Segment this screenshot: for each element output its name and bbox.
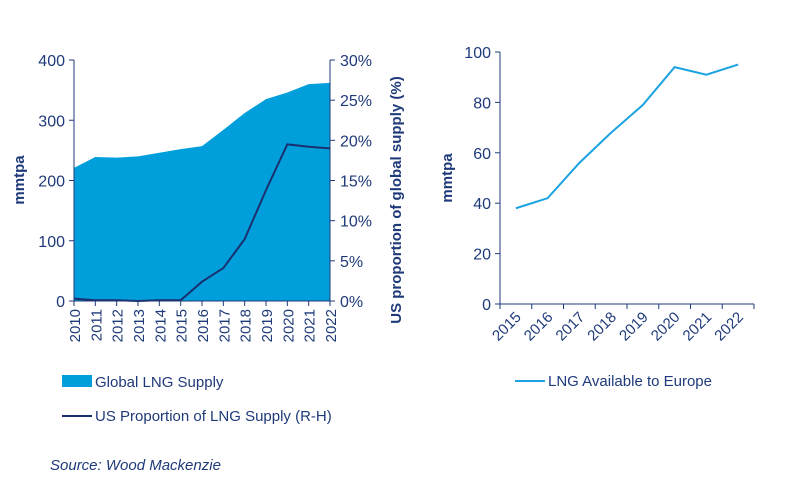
y-tick-label: 100 (464, 45, 491, 62)
left-y-tick-label: 300 (38, 113, 65, 130)
left-y-tick-label: 400 (38, 53, 65, 70)
y-tick-label: 20 (473, 247, 491, 264)
x-tick-label: 2017 (216, 309, 233, 342)
global-lng-supply-area (74, 82, 330, 302)
left-y-axis-title: mmtpa (11, 155, 28, 205)
x-tick-label: 2013 (131, 309, 148, 342)
x-tick-label: 2020 (280, 309, 297, 342)
right-y-tick-label: 20% (340, 133, 372, 150)
x-tick-label: 2019 (259, 309, 276, 342)
x-tick-label: 2011 (88, 309, 105, 341)
lng-europe-line (515, 63, 739, 210)
right-y-tick-label: 10% (340, 214, 372, 231)
x-tick-label: 2022 (323, 309, 340, 342)
x-tick-label: 2012 (110, 309, 127, 342)
us-proportion-line (73, 143, 331, 303)
y-tick-label: 60 (473, 146, 491, 163)
legend-label-global-lng: Global LNG Supply (95, 374, 224, 391)
x-tick-label: 2016 (195, 309, 212, 342)
x-tick-label: 2015 (489, 309, 525, 345)
right-y-tick-label: 15% (340, 174, 372, 191)
right-y-axis-title: US proportion of global supply (%) (388, 76, 405, 323)
x-tick-label: 2020 (648, 309, 684, 345)
left-y-tick-label: 200 (38, 174, 65, 191)
y-tick-label: 80 (473, 95, 491, 112)
y-axis-title: mmtpa (439, 153, 456, 203)
x-tick-label: 2010 (67, 309, 84, 342)
right-y-tick-label: 30% (340, 53, 372, 70)
left-y-tick-label: 0 (56, 294, 65, 311)
legend-label-europe: LNG Available to Europe (548, 373, 712, 390)
right-y-tick-label: 0% (340, 294, 363, 311)
x-tick-label: 2015 (174, 309, 191, 342)
x-tick-label: 2017 (553, 309, 589, 345)
x-tick-label: 2019 (616, 309, 652, 345)
y-tick-label: 40 (473, 196, 491, 213)
legend-label-us-proportion: US Proportion of LNG Supply (R-H) (95, 408, 332, 425)
left-y-tick-label: 100 (38, 234, 65, 251)
y-tick-label: 0 (482, 297, 491, 314)
x-tick-label: 2018 (584, 309, 620, 345)
x-tick-label: 2022 (711, 309, 747, 345)
legend-swatch-global-lng (62, 375, 92, 387)
right-y-tick-label: 25% (340, 93, 372, 110)
x-tick-label: 2021 (680, 309, 716, 345)
right-y-tick-label: 5% (340, 254, 363, 271)
source-note: Source: Wood Mackenzie (50, 457, 221, 474)
x-tick-label: 2014 (152, 309, 169, 342)
x-tick-label: 2018 (238, 309, 255, 342)
x-tick-label: 2021 (302, 309, 319, 342)
x-tick-label: 2016 (521, 309, 557, 345)
